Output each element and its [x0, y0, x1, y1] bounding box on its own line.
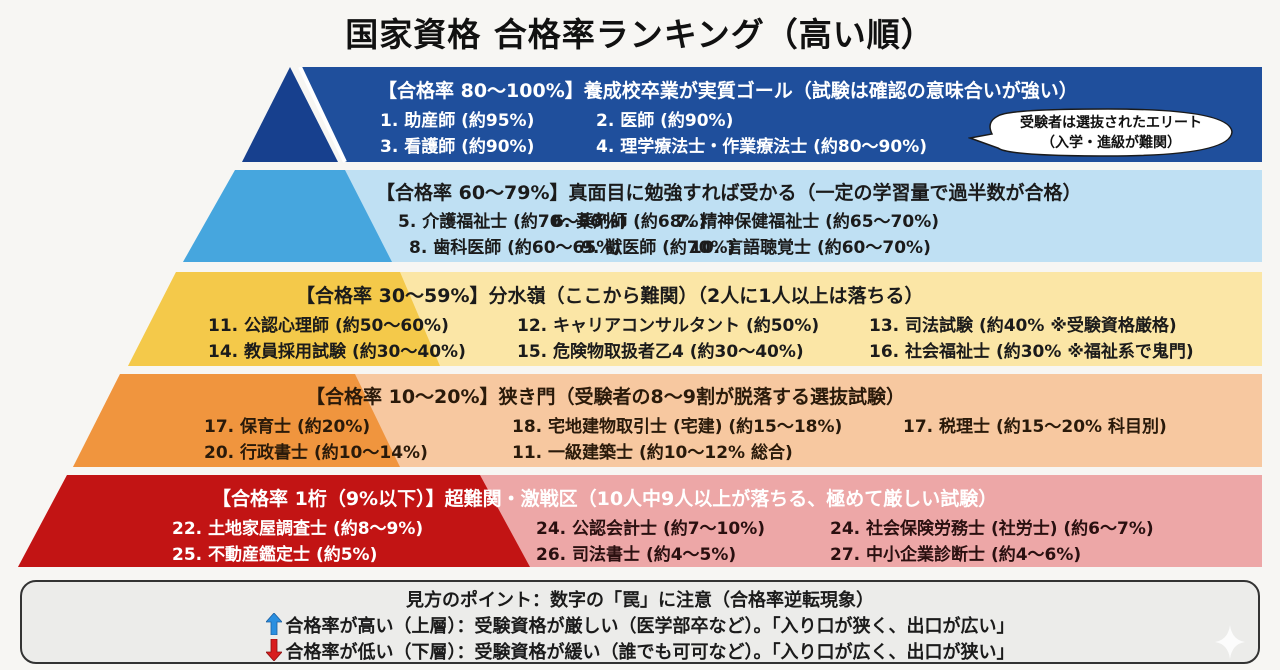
tier-header: 【合格率 30〜59%】分水嶺（ここから難関）（2人に1人以上は落ちる） [296, 285, 924, 307]
reading-tips-box: 見方のポイント：数字の「罠」に注意（合格率逆転現象） 合格率が高い（上層）：受験… [20, 580, 1260, 664]
list-item: 15. 危険物取扱者乙4 (約30〜40%) [517, 342, 804, 362]
tier-band-60-79: 【合格率 60〜79%】真面目に勉強すれば受かる（一定の学習量で過半数が合格） … [0, 170, 1280, 263]
tier-header: 【合格率 80〜100%】養成校卒業が実質ゴール（試験は確認の意味合いが強い） [378, 80, 1078, 102]
tier-band-30-59: 【合格率 30〜59%】分水嶺（ここから難関）（2人に1人以上は落ちる） 11.… [0, 272, 1280, 367]
tips-low-rate-text: 合格率が低い（下層）：受験資格が緩い（誰でも可可など）。「入り口が広く、出口が狭… [285, 642, 1015, 663]
list-item: 1. 助産師 (約95%) [380, 111, 535, 131]
tier-header: 【合格率 60〜79%】真面目に勉強すれば受かる（一定の学習量で過半数が合格） [376, 182, 1082, 204]
list-item: 12. キャリアコンサルタント (約50%) [517, 316, 820, 336]
list-item: 18. 宅地建物取引士 (宅建) (約15〜18%) [512, 417, 843, 437]
tips-low-rate: 合格率が低い（下層）：受験資格が緩い（誰でも可可など）。「入り口が広く、出口が狭… [22, 638, 1258, 666]
arrow-up-icon [264, 612, 283, 640]
list-item: 17. 保育士 (約20%) [204, 417, 371, 437]
tier-band-10-20: 【合格率 10〜20%】狭き門（受験者の8〜9割が脱落する選抜試験） 17. 保… [0, 374, 1280, 468]
list-item: 16. 社会福祉士 (約30% ※福祉系で鬼門) [869, 342, 1194, 362]
page-title: 国家資格 合格率ランキング（高い順） [345, 15, 935, 54]
list-item: 24. 社会保険労務士 (社労士) (約6〜7%) [830, 519, 1154, 539]
list-item: 9. 獣医師 (約70%) [581, 238, 736, 258]
tier-shape [183, 170, 1262, 262]
list-item: 7. 精神保健福祉士 (約65〜70%) [676, 212, 940, 232]
arrow-down-icon [264, 638, 283, 666]
list-item: 10. 言語聴覚士 (約60〜70%) [690, 238, 931, 258]
list-item: 14. 教員採用試験 (約30〜40%) [208, 342, 466, 362]
list-item: 8. 歯科医師 (約60〜65%) [409, 238, 622, 258]
tips-high-rate: 合格率が高い（上層）：受験資格が厳しい（医学部卒など）。「入り口が狭く、出口が広… [22, 612, 1258, 640]
list-item: 6. 薬剤師 (約68%) [552, 212, 707, 232]
list-item: 22. 土地家屋調査士 (約8〜9%) [172, 519, 424, 539]
list-item: 27. 中小企業診断士 (約4〜6%) [830, 545, 1082, 565]
tips-title: 見方のポイント：数字の「罠」に注意（合格率逆転現象） [406, 590, 874, 611]
list-item: 4. 理学療法士・作業療法士 (約80〜90%) [596, 137, 928, 157]
tier-shape [128, 272, 1262, 366]
list-item: 11. 公認心理師 (約50〜60%) [208, 316, 449, 336]
tier-header: 【合格率 10〜20%】狭き門（受験者の8〜9割が脱落する選抜試験） [306, 386, 905, 408]
list-item: 26. 司法書士 (約4〜5%) [536, 545, 737, 565]
tier-header: 【合格率 1桁（9%以下）】超難関・激戦区（10人中9人以上が落ちる、極めて厳し… [212, 488, 998, 510]
list-item: 20. 行政書士 (約10〜14%) [204, 443, 428, 463]
callout-bubble: 受験者は選抜されたエリート （入学・進級が難関） [968, 108, 1236, 158]
sparkle-icon [1215, 625, 1245, 659]
callout-line1: 受験者は選抜されたエリート [1020, 115, 1202, 131]
list-item: 5. 介護福祉士 (約70〜80%) [398, 212, 628, 232]
list-item: 17. 税理士 (約15〜20% 科目別) [903, 417, 1167, 437]
tier-shape [73, 374, 1262, 467]
list-item: 24. 公認会計士 (約7〜10%) [536, 519, 766, 539]
callout-line2: （入学・進級が難関） [1041, 135, 1181, 151]
tips-high-rate-text: 合格率が高い（上層）：受験資格が厳しい（医学部卒など）。「入り口が狭く、出口が広… [285, 616, 1015, 637]
list-item: 11. 一級建築士 (約10〜12% 総合) [512, 443, 793, 463]
list-item: 13. 司法試験 (約40% ※受験資格厳格) [869, 316, 1177, 336]
list-item: 2. 医師 (約90%) [596, 111, 734, 131]
list-item: 3. 看護師 (約90%) [380, 137, 535, 157]
tier-shape [18, 475, 1262, 567]
list-item: 25. 不動産鑑定士 (約5%) [172, 545, 378, 565]
tier-band-single-digit: 【合格率 1桁（9%以下）】超難関・激戦区（10人中9人以上が落ちる、極めて厳し… [0, 475, 1280, 568]
